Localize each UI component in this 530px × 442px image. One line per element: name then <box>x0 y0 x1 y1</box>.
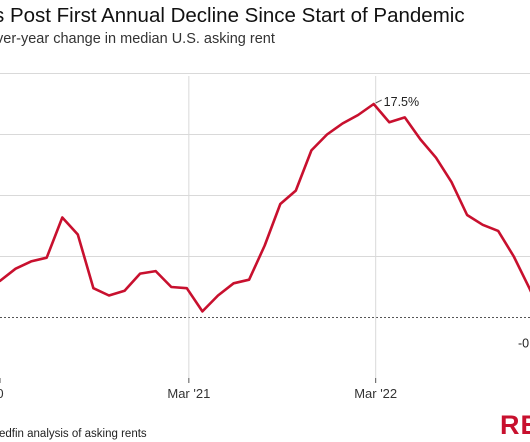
x-tick-label: 0 <box>0 386 4 401</box>
source-note: edfin analysis of asking rents <box>0 428 147 440</box>
redfin-logo: RE <box>500 410 530 440</box>
data-label: -0.4 <box>518 336 530 350</box>
chart-subtitle: ver-year change in median U.S. asking re… <box>0 31 275 47</box>
rent-change-line <box>0 102 530 313</box>
data-label: 17.5% <box>384 95 419 109</box>
x-tick-label: Mar '22 <box>354 386 397 401</box>
chart-title: s Post First Annual Decline Since Start … <box>0 4 465 27</box>
x-tick-label: Mar '21 <box>167 386 210 401</box>
label-leader <box>375 99 382 104</box>
